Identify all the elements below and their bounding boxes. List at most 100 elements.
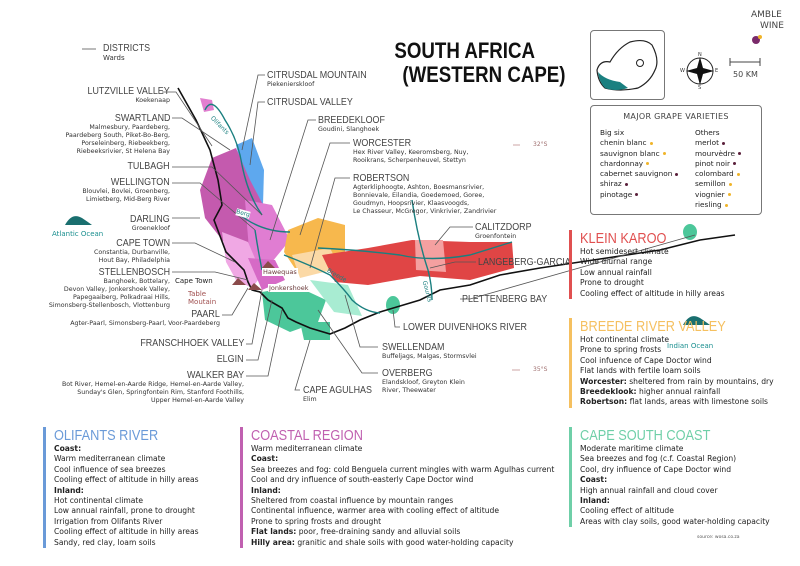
white-grape-dot-icon — [646, 162, 650, 166]
district-wellington: WELLINGTON Blouvlei, Bovlei, Groenberg, Li… — [82, 176, 170, 204]
district-breedekloof: BREEDEKLOOF Goudini, Slanghoek — [318, 114, 397, 134]
grape-name: colombard — [695, 169, 734, 179]
ward-list: Elandskloof, Greyton Klein — [382, 379, 465, 386]
plettenberg-area — [683, 224, 697, 240]
region-detail-text: Continental influence, warmer area with … — [251, 506, 500, 516]
white-grape-dot-icon — [727, 193, 731, 197]
region-detail-label: Coast: — [251, 454, 279, 464]
grape-name: semillon — [695, 179, 726, 189]
region-detail-line: Coast: — [580, 475, 770, 485]
latitude-35: 35°S — [533, 366, 548, 373]
district-name: WALKER BAY — [186, 369, 244, 381]
ward-list: Hex River Valley, Keeromsberg, Nuy, — [353, 149, 469, 156]
region-klein-karoo: KLEIN KAROO Hot semidesert climate Wide di… — [569, 230, 725, 300]
district-name: LUTZVILLE VALLEY — [87, 85, 170, 97]
district-franschhoek-valley: FRANSCHHOEK VALLEY — [122, 337, 244, 349]
coastline — [177, 87, 736, 335]
region-detail-line: Prone to spring frosts and drought — [251, 517, 554, 527]
white-grape-dot-icon — [724, 203, 728, 207]
grape-item: cabernet sauvignon — [600, 169, 679, 179]
ward-list: Groenekloof — [131, 225, 170, 232]
region-detail-line: Hilly area: granitic and shale soils wit… — [251, 538, 554, 548]
legend: DISTRICTS Wards — [103, 42, 158, 62]
region-detail-text: Warm mediterranean climate — [251, 444, 363, 453]
grape-name: sauvignon blanc — [600, 148, 660, 158]
compass-s: S — [698, 85, 702, 91]
table-mountain-label: Table Moutain — [188, 290, 216, 306]
region-detail-label: Hilly area: — [251, 537, 295, 547]
district-swartland: SWARTLAND Malmesbury, Paardeberg, Paardebe… — [66, 112, 170, 156]
legend-district: DISTRICTS — [103, 42, 151, 54]
district-name: CITRUSDAL VALLEY — [267, 96, 353, 108]
region-detail-line: Prone to drought — [580, 278, 725, 288]
district-name: SWELLENDAM — [382, 341, 445, 353]
district-name: CALITZDORP — [475, 221, 532, 233]
region-detail-text: Cool and dry influence of south-easterly… — [251, 475, 474, 485]
rivers — [204, 103, 513, 314]
district-name: FRANSCHHOEK VALLEY — [140, 337, 244, 349]
region-detail-line: Low annual rainfall — [580, 268, 725, 278]
hawequas-label: Hawequas — [262, 268, 298, 276]
region-detail-line: Sandy, red clay, loam soils — [54, 538, 199, 548]
region-detail-label: Inland: — [580, 496, 610, 506]
ward-list: Agter-Paarl, Simonsberg-Paarl, Voor-Paar… — [70, 320, 220, 327]
olifants-river — [204, 103, 263, 216]
source-credit: source: wosa.co.za — [697, 535, 740, 540]
district-cape-town: CAPE TOWN Constantia, Durbanville, Hout Ba… — [94, 237, 170, 265]
red-grape-dot-icon — [635, 193, 639, 197]
grape-item: shiraz — [600, 179, 678, 189]
region-detail-text: higher annual rainfall — [636, 387, 721, 397]
region-detail-text: Low annual rainfall — [580, 267, 652, 277]
mountain-icon — [232, 278, 246, 285]
table-mountain-line2: Moutain — [188, 298, 217, 306]
district-cape-agulhas: CAPE AGULHAS Elim — [303, 384, 384, 404]
ward-list: Hout Bay, Philadelphia — [98, 257, 170, 264]
ward-list: Banghoek, Bottelary, — [103, 278, 170, 285]
region-title: COASTAL REGION — [251, 427, 363, 444]
grape-item: merlot — [695, 138, 741, 148]
grape-varieties-title: MAJOR GRAPE VARIETIES — [623, 112, 729, 121]
region-detail-line: Moderate maritime climate — [580, 444, 770, 454]
region-detail-line: Coast: — [54, 444, 199, 454]
district-name: CAPE TOWN — [116, 237, 170, 249]
region-detail-text: Wide diurnal range — [580, 257, 653, 267]
ward-list: Agterkliphoogte, Ashton, Boesmansrivier, — [353, 184, 485, 191]
district-walker-bay: WALKER BAY Bot River, Hemel-en-Aarde Ridg… — [62, 369, 244, 405]
region-detail-line: Inland: — [251, 486, 554, 496]
district-name: LOWER DUIVENHOKS RIVER — [403, 321, 527, 333]
indian-ocean-label: Indian Ocean — [667, 342, 714, 350]
lutzville-area — [200, 98, 214, 112]
compass-w: W — [680, 68, 685, 74]
district-name: CAPE AGULHAS — [303, 384, 372, 396]
ward-list: Elim — [303, 396, 317, 403]
western-cape-highlight — [598, 72, 628, 90]
region-detail-text: flat lands, areas with limestone soils — [627, 397, 769, 407]
grape-item: viognier — [695, 190, 741, 200]
scale-label: 50 KM — [733, 70, 758, 79]
compass-icon — [686, 57, 714, 85]
logo-icon — [752, 35, 762, 44]
district-name: TULBAGH — [127, 160, 170, 172]
region-detail-line: Areas with clay soils, good water-holdin… — [580, 517, 770, 527]
region-title: CAPE SOUTH COAST — [580, 427, 711, 444]
region-detail-line: Irrigation from Olifants River — [54, 517, 199, 527]
page-subtitle: (WESTERN CAPE) — [402, 62, 566, 87]
logo-line2: WINE — [760, 21, 784, 31]
region-detail-line: Hot semidesert climate — [580, 247, 725, 257]
region-detail-text: Flat lands with fertile loam soils — [580, 366, 701, 376]
ward-list: Simonsberg-Stellenbosch, Vlottenburg — [48, 302, 170, 309]
legend-ward: Wards — [103, 54, 125, 62]
region-detail-line: Warm mediterranean climate — [54, 454, 199, 464]
ward-list: Upper Hemel-en-Aarde Valley — [151, 397, 244, 404]
region-detail-text: Warm mediterranean climate — [54, 454, 166, 464]
region-detail-text: Hot semidesert climate — [580, 247, 669, 256]
grape-item: chardonnay — [600, 159, 678, 169]
region-detail-line: Breedeklook: higher annual rainfall — [580, 387, 774, 397]
gourits-river — [411, 199, 433, 301]
grape-item: mourvèdre — [695, 149, 741, 159]
region-detail-text: High annual rainfall and cloud cover — [580, 485, 718, 495]
region-detail-label: Coast: — [580, 475, 608, 485]
region-detail-line: Cooling effect of altitude in hilly area… — [54, 475, 199, 485]
region-detail-text: Hot continental climate — [54, 496, 144, 506]
berg-river — [239, 214, 291, 271]
